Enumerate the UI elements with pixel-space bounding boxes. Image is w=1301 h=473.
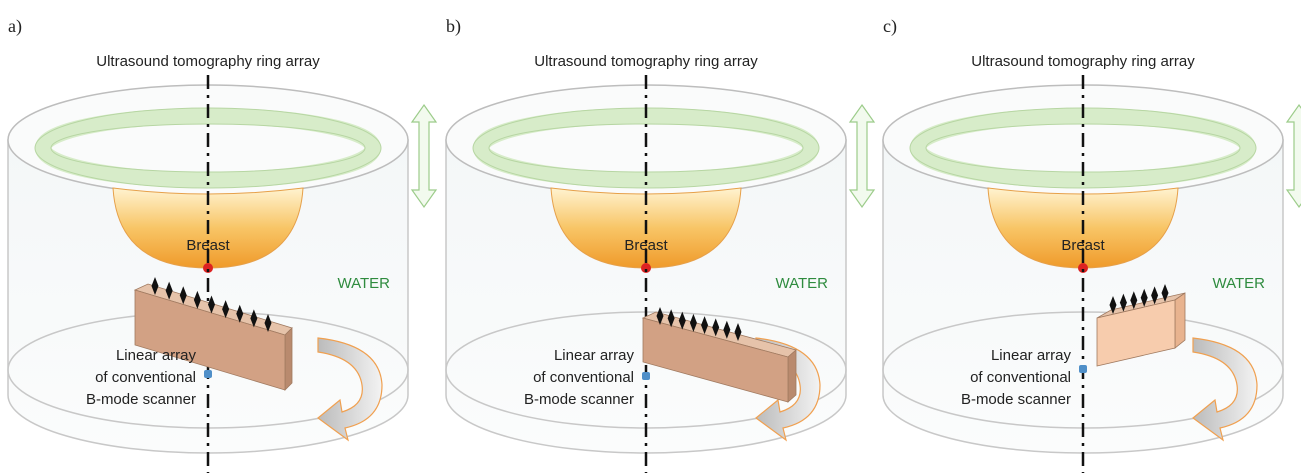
probe-label: B-mode scanner [961,391,1071,408]
ring-array-title: Ultrasound tomography ring array [96,53,320,70]
probe-label: B-mode scanner [524,391,634,408]
translation-arrow [850,105,874,207]
probe-label: Linear array [116,347,197,364]
probe-side [285,328,292,390]
translation-arrow [1287,105,1301,207]
probe-mount [642,372,650,380]
panel-label: b) [446,16,461,37]
panel-label: c) [883,16,897,37]
probe-label: B-mode scanner [86,391,196,408]
probe-mount [1079,365,1087,373]
probe-label: of conventional [970,369,1071,386]
probe-mount [204,370,212,378]
probe-label: Linear array [991,347,1072,364]
panel-label: a) [8,16,22,37]
water-label: WATER [1213,275,1266,292]
probe-label: of conventional [533,369,634,386]
probe-side [1175,293,1185,348]
ring-array-title: Ultrasound tomography ring array [971,53,1195,70]
ring-array-title: Ultrasound tomography ring array [534,53,758,70]
probe-label: of conventional [95,369,196,386]
water-label: WATER [338,275,391,292]
water-label: WATER [776,275,829,292]
probe-side [788,350,796,402]
probe-label: Linear array [554,347,635,364]
figure: a)BreastUltrasound tomography ring array… [0,0,1301,473]
translation-arrow [412,105,436,207]
